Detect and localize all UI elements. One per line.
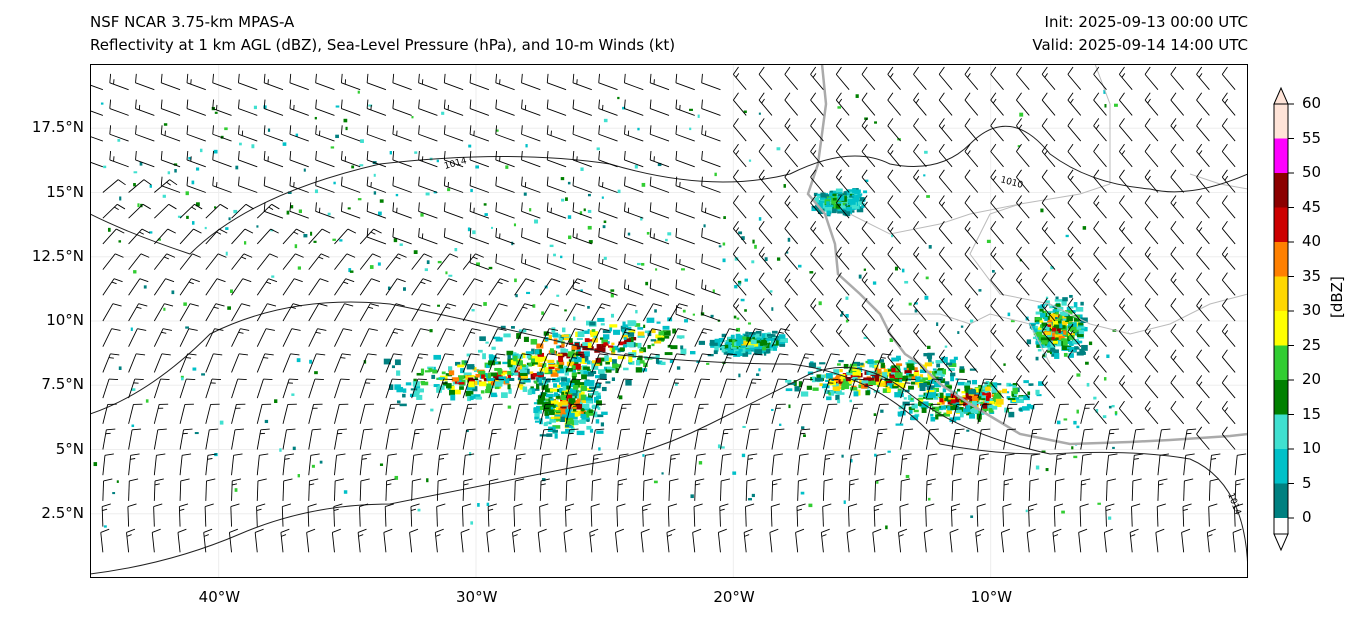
lat-tick-label: 17.5°N xyxy=(31,118,84,137)
lon-tick-label: 20°W xyxy=(713,588,755,606)
wind-barbs xyxy=(90,66,1247,553)
colorbar-unit: [dBZ] xyxy=(1328,276,1346,318)
colorbar-tick-label: 60 xyxy=(1302,94,1322,112)
lon-tick-label: 30°W xyxy=(456,588,498,606)
valid-time: Valid: 2025-09-14 14:00 UTC xyxy=(1032,36,1248,54)
lat-tick-label: 12.5°N xyxy=(31,246,84,265)
colorbar-tick-label: 5 xyxy=(1302,473,1312,492)
lon-tick-label: 10°W xyxy=(970,588,1013,606)
lon-tick-label: 40°W xyxy=(198,588,241,606)
pressure-contours xyxy=(90,125,1248,578)
colorbar-tick-label: 0 xyxy=(1302,508,1312,526)
colorbar-tick-label: 15 xyxy=(1302,404,1322,423)
map-title: NSF NCAR 3.75-km MPAS-A xyxy=(90,13,295,31)
map-frame xyxy=(90,64,1248,578)
contour-label-1010: 1010 xyxy=(999,175,1024,191)
init-time: Init: 2025-09-13 00:00 UTC xyxy=(1044,13,1248,31)
colorbar-tick-label: 20 xyxy=(1302,370,1322,388)
map-subtitle: Reflectivity at 1 km AGL (dBZ), Sea-Leve… xyxy=(90,36,676,54)
reflectivity-field xyxy=(93,89,1118,530)
colorbar-tick-label: 30 xyxy=(1302,301,1322,319)
colorbar-tick-label: 10 xyxy=(1302,439,1322,457)
contour-label-1014-south: 1014 xyxy=(1225,492,1242,517)
colorbar-tick-label: 25 xyxy=(1302,335,1322,354)
lat-tick-label: 15°N xyxy=(46,182,84,201)
lat-tick-label: 2.5°N xyxy=(41,503,84,522)
coastline xyxy=(806,64,1248,446)
colorbar-tick-label: 50 xyxy=(1302,163,1322,181)
colorbar-tick-label: 35 xyxy=(1302,266,1322,285)
colorbar-tick-label: 45 xyxy=(1302,197,1322,216)
colorbar xyxy=(1273,86,1294,552)
lat-tick-label: 5°N xyxy=(55,439,84,458)
colorbar-tick-label: 40 xyxy=(1302,232,1322,250)
map-plot: 1014 1010 1014 xyxy=(90,64,1248,578)
lat-tick-label: 10°N xyxy=(46,311,84,329)
lat-tick-label: 7.5°N xyxy=(41,375,84,394)
borders xyxy=(849,64,1248,365)
colorbar-tick-label: 55 xyxy=(1302,128,1322,147)
